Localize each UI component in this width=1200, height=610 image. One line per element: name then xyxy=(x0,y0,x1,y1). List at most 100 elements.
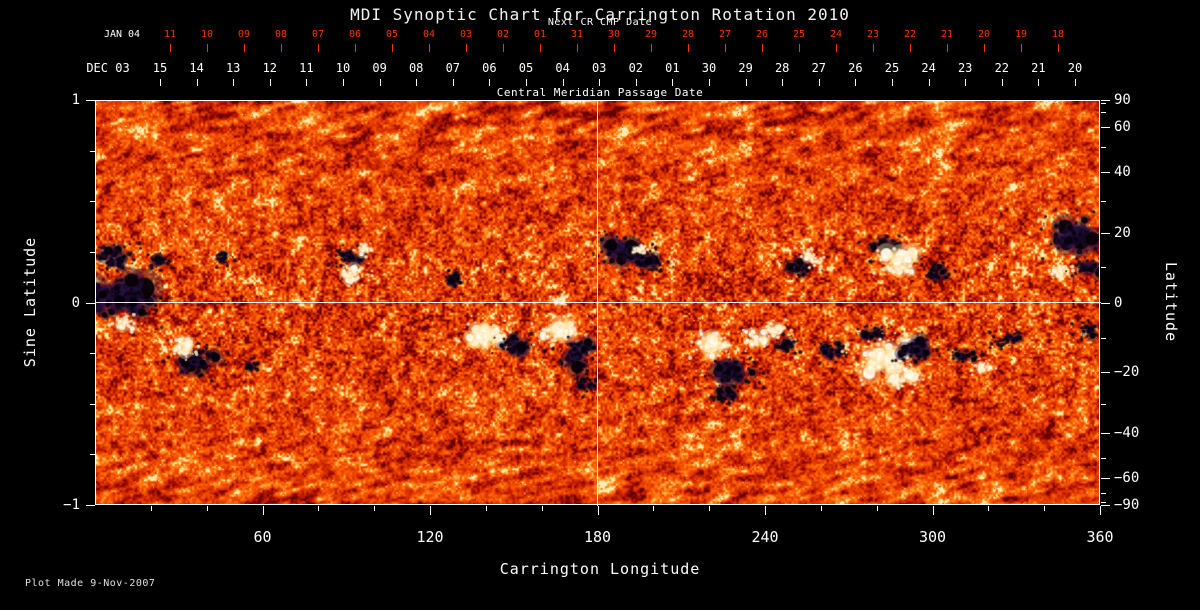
latitude-minor-tick xyxy=(1101,267,1106,269)
red-date-tick-label: 06 xyxy=(348,29,362,40)
latitude-tick-label: −40 xyxy=(1114,424,1140,441)
red-date-tick-label: 07 xyxy=(311,29,325,40)
longitude-tick-label: 240 xyxy=(751,528,779,546)
cmp-date-tick-label: 30 xyxy=(701,61,717,75)
longitude-minor-tick xyxy=(541,506,543,511)
red-date-tick-label: 31 xyxy=(570,29,584,40)
red-date-tick-label: 24 xyxy=(829,29,843,40)
cmp-date-tick-label: 22 xyxy=(994,61,1010,75)
longitude-minor-tick xyxy=(820,506,822,511)
latitude-minor-tick xyxy=(1101,147,1106,149)
meridian-grid-line xyxy=(597,100,598,506)
red-date-tick xyxy=(170,44,171,52)
cmp-date-tick xyxy=(818,79,820,86)
red-date-tick-label: 23 xyxy=(866,29,880,40)
red-date-tick-label: 27 xyxy=(718,29,732,40)
red-date-tick-label: 28 xyxy=(681,29,695,40)
red-date-tick xyxy=(244,44,245,52)
red-date-tick-label: 03 xyxy=(459,29,473,40)
longitude-tick-label: 60 xyxy=(253,528,272,546)
red-date-tick xyxy=(836,44,837,52)
red-date-tick-label: 05 xyxy=(385,29,399,40)
cmp-date-tick-label: 29 xyxy=(738,61,753,75)
cmp-date-tick xyxy=(526,79,527,86)
latitude-tick-label: 40 xyxy=(1114,164,1131,181)
latitude-tick-label: −60 xyxy=(1114,469,1140,486)
red-date-tick xyxy=(318,44,319,52)
cmp-date-tick xyxy=(745,79,747,86)
red-date-tick-label: 26 xyxy=(755,29,769,40)
latitude-minor-tick xyxy=(1101,457,1106,459)
red-date-tick-label: 02 xyxy=(496,29,510,40)
longitude-minor-tick xyxy=(206,506,208,511)
red-date-tick xyxy=(577,44,578,52)
longitude-minor-tick xyxy=(374,506,376,511)
latitude-major-tick xyxy=(1101,100,1110,101)
cmp-date-tick xyxy=(928,79,930,86)
longitude-major-tick xyxy=(765,506,766,515)
longitude-minor-tick xyxy=(485,506,487,511)
cmp-date-tick-label: 28 xyxy=(774,61,790,75)
cmp-date-tick xyxy=(635,79,637,86)
longitude-major-tick xyxy=(430,506,431,515)
latitude-minor-tick xyxy=(1101,201,1106,203)
cmp-date-tick xyxy=(782,79,784,86)
red-date-tick-label: 18 xyxy=(1051,29,1065,40)
red-date-tick xyxy=(873,44,874,52)
sine-latitude-minor-tick xyxy=(90,150,95,152)
cmp-date-tick xyxy=(1075,79,1076,86)
cmp-date-tick xyxy=(965,79,967,86)
longitude-major-tick xyxy=(262,506,264,515)
cmp-date-tick-label: 13 xyxy=(225,61,241,75)
cmp-date-tick xyxy=(1001,79,1003,86)
latitude-major-tick xyxy=(1101,477,1110,479)
longitude-tick-label: 120 xyxy=(416,528,444,546)
cmp-date-tick xyxy=(892,79,893,86)
red-month-label: JAN 04 xyxy=(103,29,141,40)
red-date-tick xyxy=(984,44,985,52)
chart-title: MDI Synoptic Chart for Carrington Rotati… xyxy=(350,5,850,24)
cmp-date-tick xyxy=(269,79,271,86)
latitude-major-tick xyxy=(1101,505,1110,506)
longitude-minor-tick xyxy=(988,506,990,511)
red-date-tick xyxy=(503,44,504,52)
longitude-minor-tick xyxy=(653,506,655,511)
sine-latitude-major-tick xyxy=(86,505,95,506)
sine-latitude-minor-tick xyxy=(90,353,95,355)
longitude-minor-tick xyxy=(876,506,878,511)
cmp-date-tick-label: 02 xyxy=(628,61,644,75)
latitude-major-tick xyxy=(1101,371,1110,373)
sine-latitude-tick-label: −1 xyxy=(63,497,80,513)
cmp-date-tick xyxy=(452,79,454,86)
cmp-date-tick xyxy=(709,79,710,86)
cmp-date-tick xyxy=(379,79,381,86)
next-cr-axis-label: Next CR CMP Date xyxy=(547,17,653,28)
cmp-date-tick-label: 04 xyxy=(555,61,570,75)
latitude-major-tick xyxy=(1101,302,1110,304)
red-date-tick-label: 10 xyxy=(200,29,214,40)
latitude-minor-tick xyxy=(1101,501,1106,503)
latitude-major-tick xyxy=(1101,172,1110,174)
red-date-tick xyxy=(429,44,430,52)
cmp-date-tick-label: 26 xyxy=(848,61,863,75)
cmp-date-tick-label: 11 xyxy=(299,61,314,75)
red-date-tick xyxy=(651,44,652,52)
red-date-tick xyxy=(355,44,356,52)
cmp-date-tick-label: 10 xyxy=(335,61,351,75)
red-date-tick-label: 19 xyxy=(1014,29,1028,40)
cmp-date-tick xyxy=(562,79,564,86)
cmp-date-tick-label: 01 xyxy=(665,61,680,75)
white-month-label: DEC 03 xyxy=(86,61,130,75)
cmp-date-tick xyxy=(306,79,308,86)
latitude-tick-label: 90 xyxy=(1114,92,1131,108)
red-date-tick xyxy=(466,44,467,52)
latitude-minor-tick xyxy=(1101,112,1106,114)
longitude-tick-label: 180 xyxy=(583,528,612,546)
red-date-tick xyxy=(762,44,763,52)
cmp-date-tick-label: 09 xyxy=(372,61,387,75)
cmp-date-tick-label: 23 xyxy=(957,61,973,75)
cmp-date-tick xyxy=(160,79,161,86)
sine-latitude-major-tick xyxy=(86,302,95,304)
red-date-tick-label: 08 xyxy=(274,29,288,40)
carrington-longitude-axis-label: Carrington Longitude xyxy=(499,560,701,578)
